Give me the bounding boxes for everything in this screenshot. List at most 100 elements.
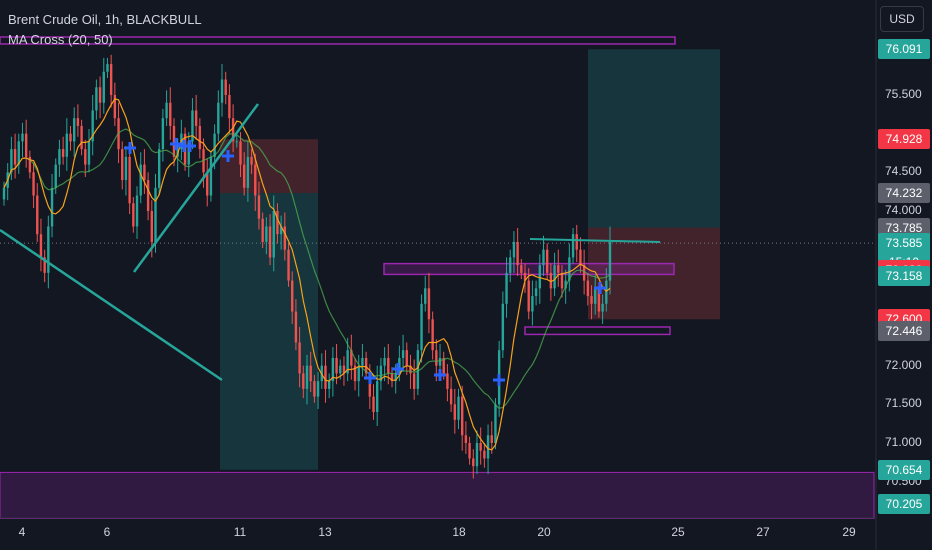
candle-body: [586, 280, 590, 297]
candle-body: [590, 296, 593, 304]
trendline-flat: [529, 238, 661, 243]
candle-body: [132, 203, 135, 227]
candle-body: [339, 365, 342, 374]
price-tick-label: 74.000: [885, 203, 922, 217]
candle-body: [220, 79, 224, 103]
candle-body: [324, 365, 327, 389]
candle-body: [76, 118, 80, 126]
candle-body: [427, 288, 431, 320]
candle-body: [527, 280, 530, 312]
ma-cross-marker: [594, 282, 606, 294]
ma-cross-marker: [364, 372, 376, 384]
candle-body: [276, 211, 279, 235]
candle-body: [239, 141, 242, 165]
candle-body: [475, 443, 479, 467]
candle-body: [435, 350, 438, 366]
candle-body: [553, 265, 556, 289]
candle-body: [2, 187, 6, 200]
candle-body: [287, 249, 290, 281]
time-tick-label: 25: [671, 525, 685, 539]
time-tick-label: 13: [318, 525, 332, 539]
ma-cross-marker: [124, 142, 136, 154]
candle-body: [420, 303, 423, 351]
symbol-title[interactable]: Brent Crude Oil, 1h, BLACKBULL: [8, 12, 202, 27]
candle-body: [231, 118, 235, 142]
price-badge: 73.785: [878, 217, 930, 238]
candle-body: [438, 357, 442, 366]
candle-body: [342, 365, 346, 374]
candle-body: [272, 211, 275, 258]
price-badge: 74.232: [878, 183, 930, 204]
candle-body: [350, 350, 353, 366]
candle-body: [84, 149, 87, 165]
candle-body: [594, 288, 597, 304]
candle-body: [228, 95, 231, 119]
price-tick-label: 75.500: [885, 87, 922, 101]
price-badge: 72.446: [878, 321, 930, 342]
candle-body: [261, 218, 264, 242]
candle-body: [313, 381, 316, 397]
ma-cross-marker: [493, 374, 505, 386]
candle-body: [346, 350, 349, 374]
candle-body: [545, 249, 549, 273]
price-tick-label: 71.000: [885, 435, 922, 449]
candle-body: [32, 172, 35, 196]
candle-body: [143, 164, 146, 181]
candle-body: [357, 365, 360, 382]
indicator-label[interactable]: MA Cross (20, 50): [8, 32, 113, 47]
candle-body: [161, 118, 165, 150]
candle-body: [298, 342, 301, 374]
candle-body: [331, 357, 335, 382]
lower-zone-box: [524, 326, 671, 336]
candle-body: [13, 149, 17, 165]
time-tick-label: 4: [18, 525, 26, 539]
candle-body: [135, 195, 139, 227]
candle-body: [150, 211, 154, 242]
candle-body: [139, 164, 142, 196]
time-tick-label: 6: [103, 525, 111, 539]
candle-body: [509, 257, 512, 273]
candle-body: [172, 125, 176, 157]
candle-body: [128, 156, 131, 204]
candle-body: [17, 141, 20, 165]
candle-body: [372, 396, 375, 413]
candle-body: [43, 257, 46, 273]
trendline-ascending: [132, 103, 260, 273]
currency-button[interactable]: USD: [880, 6, 924, 32]
candle-body: [65, 133, 69, 157]
time-tick-label: 11: [233, 525, 247, 539]
candle-body: [601, 303, 604, 312]
candle-body: [302, 373, 305, 389]
candle-body: [542, 249, 545, 266]
candle-body: [494, 404, 497, 443]
candle-body: [468, 443, 471, 459]
candle-body: [198, 125, 202, 150]
candle-body: [279, 226, 283, 235]
candle-body: [102, 71, 105, 103]
resistance-zone-top: [0, 36, 676, 45]
candle-body: [486, 435, 490, 459]
candle-body: [453, 404, 457, 420]
candle-body: [283, 226, 287, 250]
candle-body: [557, 265, 560, 273]
candle-body: [582, 265, 586, 281]
price-tick-label: 71.500: [885, 396, 922, 411]
candle-body: [442, 357, 445, 374]
price-badge: 70.205: [878, 494, 930, 515]
ma-cross-marker: [392, 363, 404, 375]
candle-body: [531, 296, 534, 312]
candle-body: [124, 156, 128, 181]
candle-body: [394, 373, 397, 382]
candle-body: [446, 373, 449, 389]
candle-body: [80, 125, 83, 150]
time-tick-label: 18: [452, 525, 466, 539]
candle-body: [291, 280, 294, 312]
time-tick-label: 29: [842, 525, 856, 539]
candle-body: [254, 164, 257, 196]
candle-body: [501, 303, 505, 351]
candle-body: [194, 110, 198, 126]
candle-body: [169, 102, 172, 126]
candle-body: [224, 79, 227, 95]
candle-body: [335, 357, 338, 374]
